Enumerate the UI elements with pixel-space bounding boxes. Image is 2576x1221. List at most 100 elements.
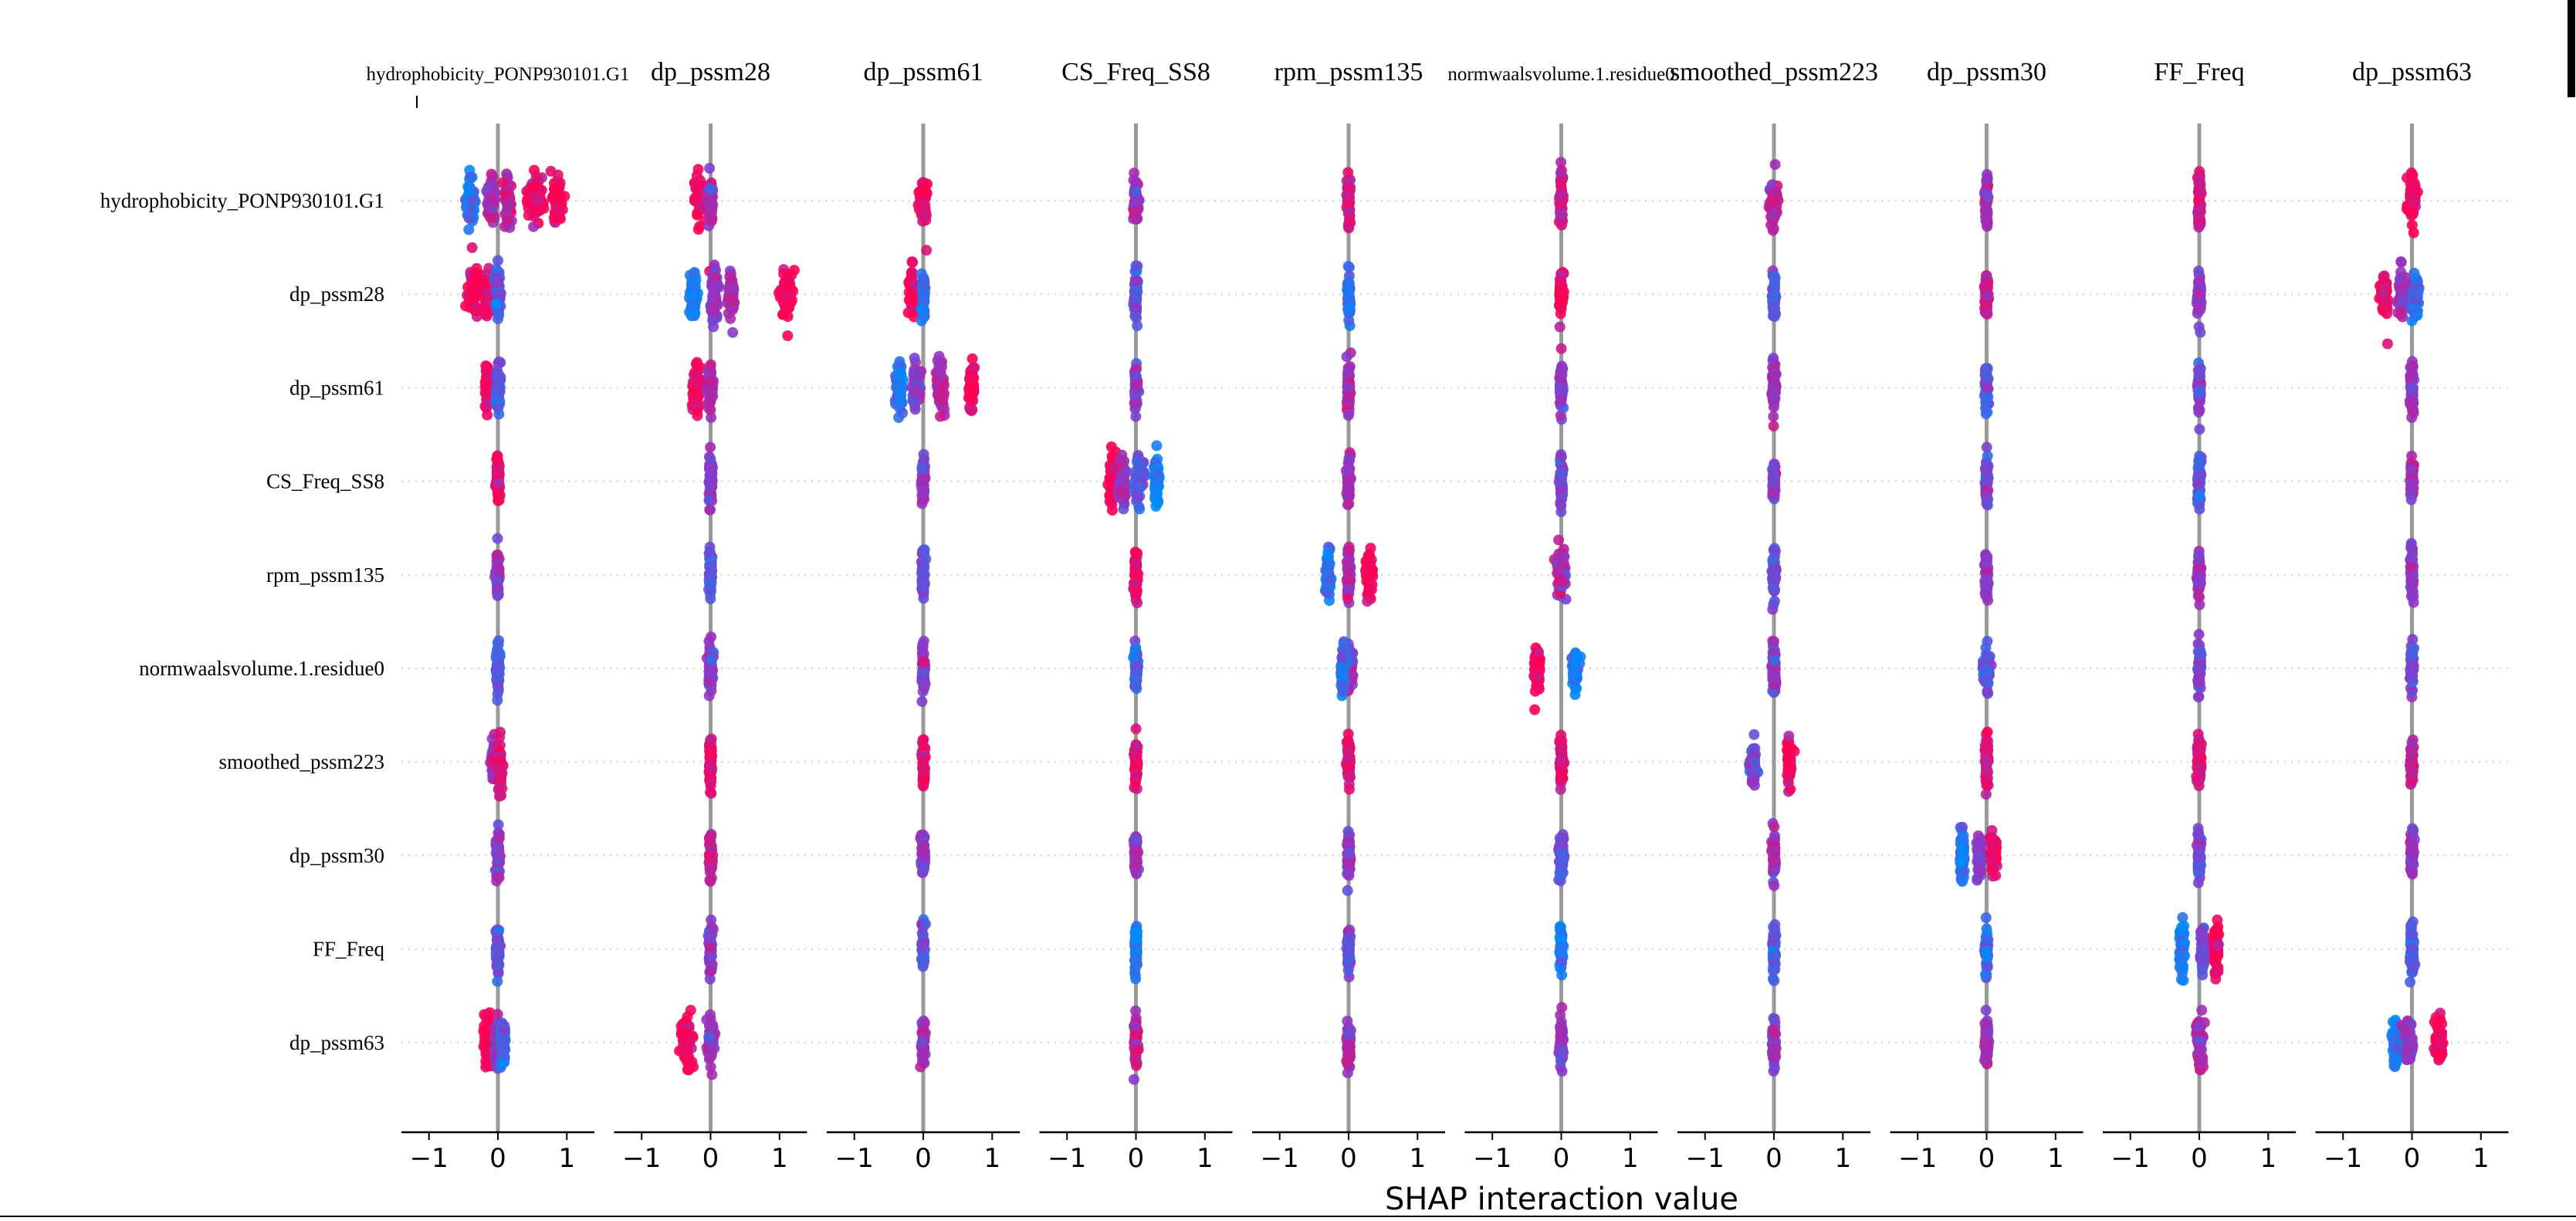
data-point bbox=[1555, 308, 1566, 319]
data-point bbox=[1131, 858, 1142, 869]
data-point bbox=[918, 667, 929, 678]
data-point bbox=[906, 268, 917, 279]
data-point bbox=[916, 945, 927, 955]
data-point bbox=[685, 1058, 696, 1069]
data-point bbox=[467, 242, 478, 253]
data-point bbox=[1556, 343, 1567, 354]
data-point bbox=[916, 696, 927, 707]
data-point bbox=[1131, 959, 1142, 969]
data-point bbox=[1130, 568, 1141, 579]
row-label: FF_Freq bbox=[313, 938, 385, 961]
data-point bbox=[494, 289, 505, 299]
data-point bbox=[706, 763, 717, 774]
data-point bbox=[1129, 749, 1139, 759]
data-point bbox=[918, 1054, 929, 1064]
data-point bbox=[493, 488, 504, 499]
data-point bbox=[704, 464, 715, 475]
data-point bbox=[695, 175, 706, 186]
data-point bbox=[1130, 1006, 1141, 1016]
data-point bbox=[1132, 456, 1142, 467]
data-point bbox=[935, 411, 946, 422]
x-tick-label: 0 bbox=[702, 1143, 719, 1174]
data-point bbox=[705, 787, 716, 798]
data-point bbox=[1132, 587, 1142, 597]
x-tick-label: 0 bbox=[489, 1143, 506, 1174]
data-point bbox=[493, 635, 504, 646]
data-point bbox=[492, 384, 503, 395]
data-point bbox=[492, 932, 503, 943]
data-point bbox=[1342, 381, 1353, 392]
data-point bbox=[1344, 197, 1355, 208]
data-point bbox=[704, 690, 715, 701]
data-point bbox=[704, 495, 715, 506]
data-point bbox=[494, 766, 505, 777]
data-point bbox=[693, 224, 704, 235]
data-point bbox=[919, 485, 929, 496]
data-point bbox=[1555, 199, 1566, 210]
data-point bbox=[1343, 729, 1354, 739]
data-point bbox=[920, 918, 931, 929]
data-point bbox=[918, 865, 929, 876]
data-point bbox=[493, 478, 504, 489]
data-point bbox=[488, 171, 499, 182]
data-point bbox=[917, 1037, 928, 1047]
data-point bbox=[493, 372, 504, 383]
data-point bbox=[1362, 596, 1373, 607]
x-tick-label: 0 bbox=[1128, 1143, 1145, 1174]
data-point bbox=[1131, 313, 1142, 323]
panel-title: dp_pssm61 bbox=[864, 58, 983, 86]
data-point bbox=[1130, 643, 1141, 654]
data-point bbox=[497, 1019, 508, 1030]
data-point bbox=[492, 976, 503, 987]
data-point bbox=[706, 198, 716, 208]
data-point bbox=[546, 166, 557, 177]
data-point bbox=[706, 942, 716, 952]
data-point bbox=[709, 287, 720, 298]
data-point bbox=[491, 943, 502, 954]
data-point bbox=[789, 265, 800, 276]
data-point bbox=[933, 360, 944, 370]
data-point bbox=[554, 206, 565, 217]
data-point bbox=[966, 370, 977, 381]
x-tick-label: −1 bbox=[410, 1143, 449, 1174]
data-point bbox=[918, 593, 929, 604]
data-point bbox=[704, 875, 715, 886]
data-point bbox=[686, 310, 697, 321]
data-point bbox=[1555, 322, 1566, 333]
data-point bbox=[918, 957, 929, 968]
data-point bbox=[1343, 945, 1354, 956]
x-tick-label: 1 bbox=[771, 1143, 788, 1174]
data-point bbox=[689, 268, 699, 279]
data-point bbox=[706, 631, 716, 642]
row-label: smoothed_pssm223 bbox=[218, 750, 384, 773]
data-point bbox=[1342, 167, 1353, 178]
data-point bbox=[493, 590, 503, 601]
data-point bbox=[919, 474, 929, 485]
data-point bbox=[708, 321, 719, 332]
data-point bbox=[1534, 664, 1545, 675]
data-point bbox=[1151, 441, 1162, 452]
data-point bbox=[1556, 383, 1567, 394]
data-point bbox=[1344, 215, 1355, 226]
data-point bbox=[919, 199, 929, 210]
data-point bbox=[919, 1017, 930, 1028]
data-point bbox=[1344, 545, 1355, 556]
data-point bbox=[1106, 441, 1117, 452]
data-point bbox=[493, 456, 503, 467]
data-point bbox=[919, 678, 929, 689]
x-tick-label: −1 bbox=[1261, 1143, 1299, 1174]
data-point bbox=[1342, 1040, 1353, 1051]
data-point bbox=[1131, 260, 1142, 271]
data-point bbox=[1337, 661, 1348, 672]
data-point bbox=[919, 449, 929, 460]
data-point bbox=[1153, 497, 1163, 508]
data-point bbox=[1129, 1020, 1140, 1031]
data-point bbox=[704, 850, 715, 861]
data-point bbox=[1529, 705, 1540, 715]
data-point bbox=[725, 313, 736, 324]
data-point bbox=[706, 360, 716, 370]
data-point bbox=[705, 777, 716, 788]
data-point bbox=[1361, 576, 1372, 587]
data-point bbox=[1363, 550, 1374, 561]
